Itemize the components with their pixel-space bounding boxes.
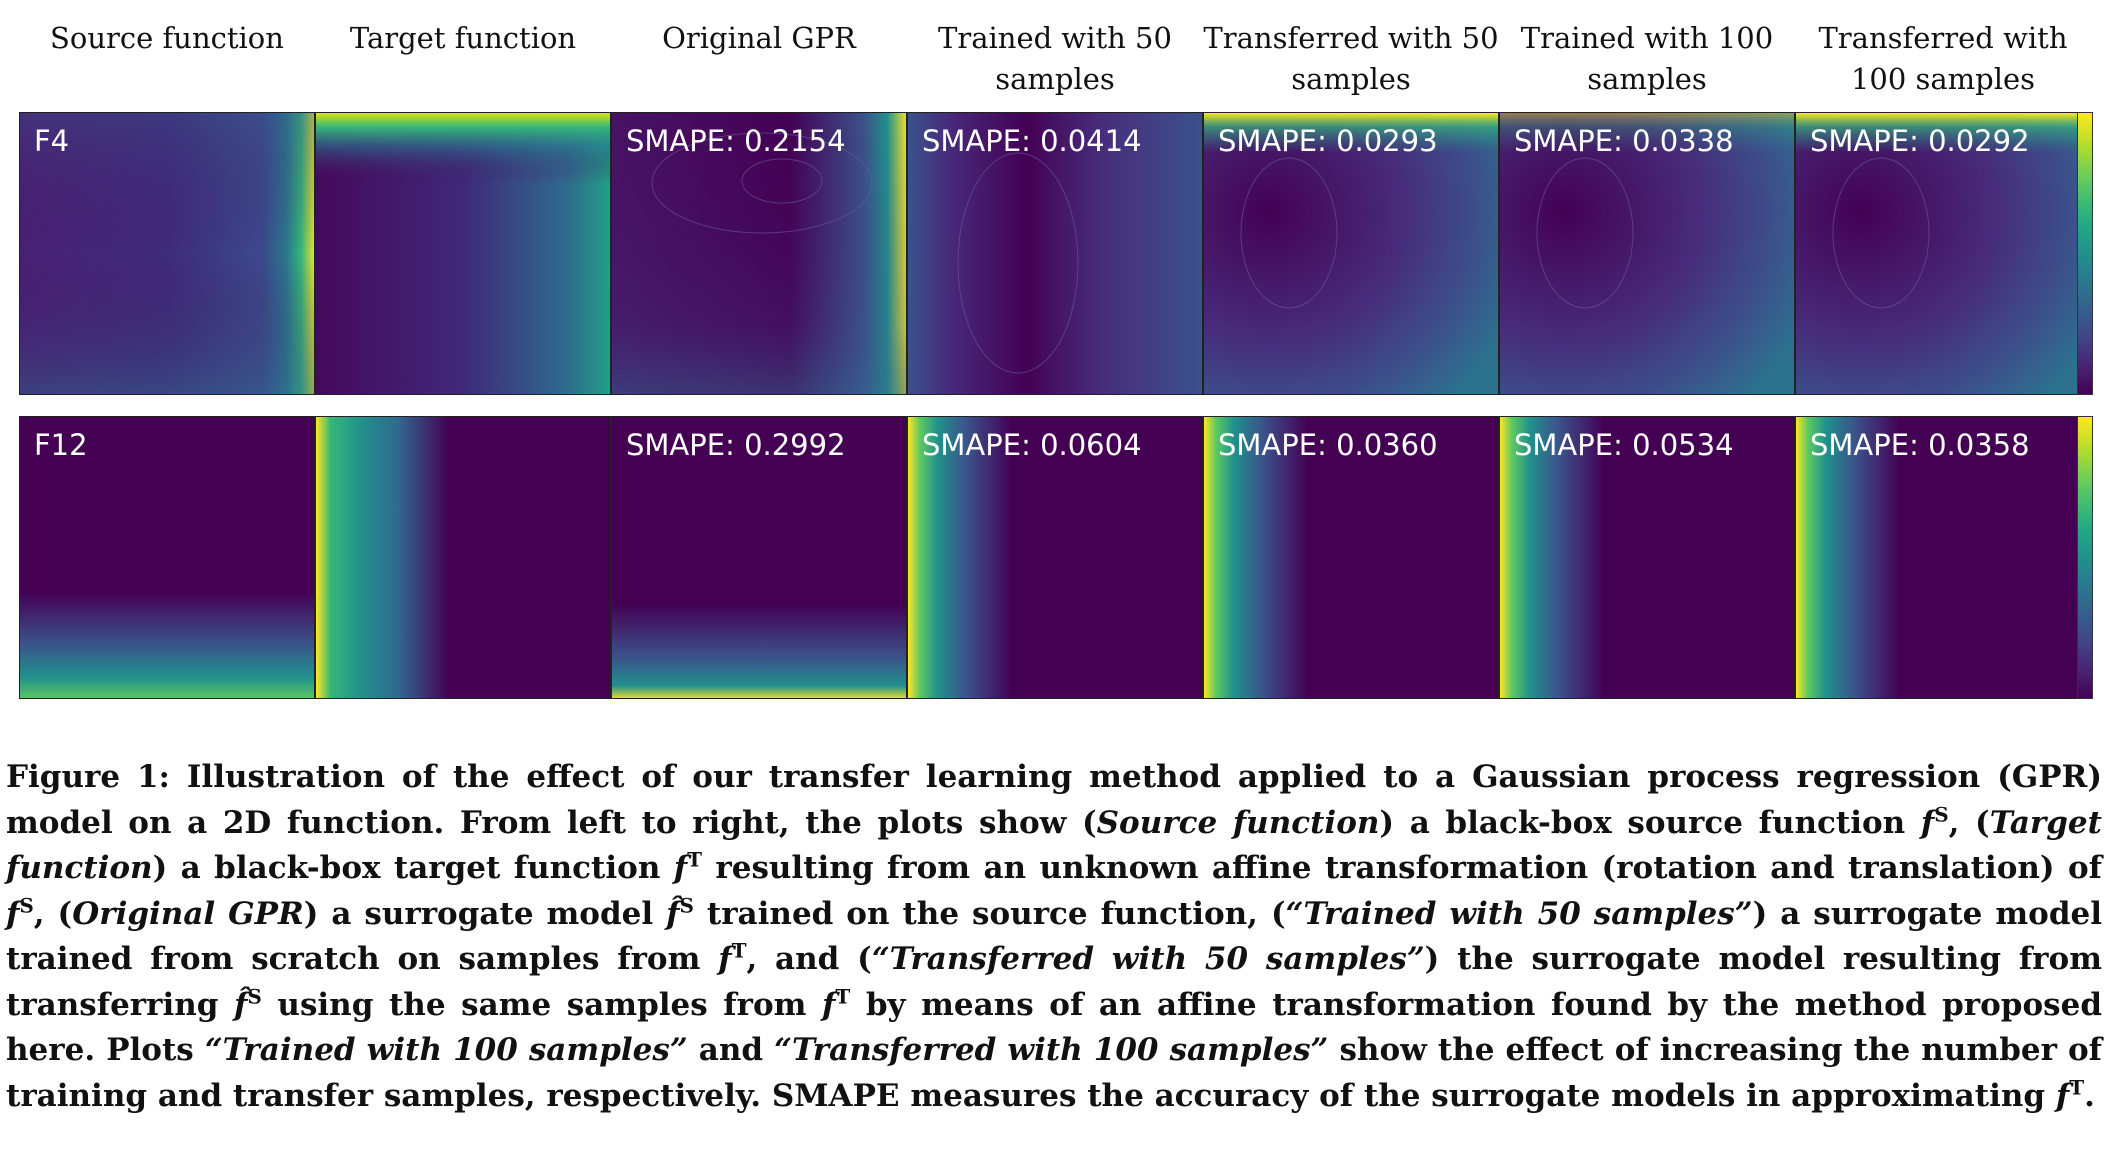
caption-math: f (822, 986, 836, 1023)
caption-text: ) a black-box target function (152, 850, 674, 886)
caption-superscript: T (687, 847, 702, 872)
caption-math: f̂ (234, 986, 248, 1023)
caption-text: , ( (1948, 804, 1990, 841)
plot-panel-f12-transferred-50: SMAPE: 0.0360 (1203, 416, 1499, 699)
column-header-target: Target function (349, 21, 577, 55)
caption-italic: “Trained with 100 samples” (204, 1032, 688, 1068)
panel-label: F12 (34, 428, 88, 462)
caption-text: ) a surrogate model trained from scratch… (6, 895, 2102, 978)
caption-italic: Target function (6, 804, 2102, 887)
caption-italic: “Transferred with 50 samples” (871, 941, 1425, 977)
caption-text: and (687, 1032, 775, 1068)
caption-superscript: T (731, 938, 747, 963)
plot-panel-f4-target (315, 112, 611, 395)
plot-panel-f12-trained-50: SMAPE: 0.0604 (907, 416, 1203, 699)
plot-panel-f12-original-gpr: SMAPE: 0.2992 (611, 416, 907, 699)
caption-superscript: S (679, 893, 694, 918)
caption-math: f (6, 895, 20, 932)
plot-panel-f4-trained-100: SMAPE: 0.0338 (1499, 112, 1795, 395)
panel-label: SMAPE: 0.0534 (1514, 428, 1734, 462)
caption-italic: Source function (1096, 804, 1380, 841)
colorbar (2077, 416, 2093, 699)
column-header-trained-50: Trained with 50 samples (938, 21, 1172, 96)
caption-superscript: S (1934, 802, 1949, 827)
plot-panel-f12-transferred-100: SMAPE: 0.0358 (1795, 416, 2091, 699)
panel-label: SMAPE: 0.0360 (1218, 428, 1438, 462)
plot-panel-f4-source: F4 (19, 112, 315, 395)
caption-text: , and ( (746, 941, 872, 977)
plot-panel-f4-trained-50: SMAPE: 0.0414 (907, 112, 1203, 395)
colorbar (2077, 112, 2093, 395)
panel-label: SMAPE: 0.2154 (626, 124, 846, 158)
caption-italic: “Transferred with 100 samples” (774, 1032, 1329, 1068)
column-header-original-gpr: Original GPR (662, 21, 856, 55)
caption-superscript: T (2069, 1075, 2085, 1100)
panel-label: F4 (34, 124, 70, 158)
caption-superscript: S (247, 984, 262, 1009)
plot-panel-f4-transferred-100: SMAPE: 0.0292 (1795, 112, 2091, 395)
caption-math: f (718, 941, 732, 977)
column-header-trained-100: Trained with 100 samples (1520, 21, 1774, 96)
column-header-transferred-50: Transferred with 50 samples (1203, 21, 1499, 96)
column-header-transferred-100: Transferred with 100 samples (1818, 21, 2068, 96)
caption-text: , ( (33, 895, 73, 932)
caption-math: f (2055, 1077, 2070, 1114)
caption-text: ) a black-box source function (1379, 804, 1921, 841)
plot-row-f4: F4 (19, 112, 2095, 395)
panel-label: SMAPE: 0.0292 (1810, 124, 2030, 158)
plot-panel-f4-transferred-50: SMAPE: 0.0293 (1203, 112, 1499, 395)
panel-label: SMAPE: 0.0358 (1810, 428, 2030, 462)
caption-text: Illustration of the effect of our transf… (6, 759, 2102, 841)
panel-label: SMAPE: 0.0338 (1514, 124, 1734, 158)
plot-panel-f12-source: F12 (19, 416, 315, 699)
panel-label: SMAPE: 0.2992 (626, 428, 846, 462)
caption-math: f (673, 850, 688, 886)
caption-math: f̂ (666, 895, 680, 932)
caption-superscript: S (19, 893, 34, 918)
plot-row-f12: F12 SMAPE: 0.2992 (19, 416, 2095, 699)
caption-text: resulting from an unknown affine transfo… (701, 850, 2102, 886)
caption-text: trained on the source function, ( (693, 895, 1286, 932)
caption-text: ) a surrogate model (303, 895, 667, 932)
panel-label: SMAPE: 0.0604 (922, 428, 1142, 462)
plot-panel-f12-trained-100: SMAPE: 0.0534 (1499, 416, 1795, 699)
caption-text: . (2084, 1077, 2095, 1114)
caption-superscript: T (835, 984, 851, 1009)
column-header-source: Source function (50, 21, 284, 55)
caption-italic: “Trained with 50 samples” (1285, 895, 1753, 932)
caption-text: show the effect of increasing the number… (6, 1032, 2103, 1114)
plot-panel-f4-original-gpr: SMAPE: 0.2154 (611, 112, 907, 395)
caption-text: using the same samples from (261, 986, 823, 1023)
caption-italic: Original GPR (72, 895, 304, 932)
caption-math: f (1920, 804, 1935, 841)
caption-text: by means of an affine transformation fou… (6, 986, 2102, 1069)
panel-label: SMAPE: 0.0293 (1218, 124, 1438, 158)
caption-figure-label: Figure 1: (6, 759, 170, 795)
plot-panel-f12-target (315, 416, 611, 699)
caption-text: ) the surrogate model resulting from tra… (6, 941, 2102, 1023)
figure-caption: Figure 1: Illustration of the effect of … (6, 755, 2102, 1119)
panel-label: SMAPE: 0.0414 (922, 124, 1142, 158)
